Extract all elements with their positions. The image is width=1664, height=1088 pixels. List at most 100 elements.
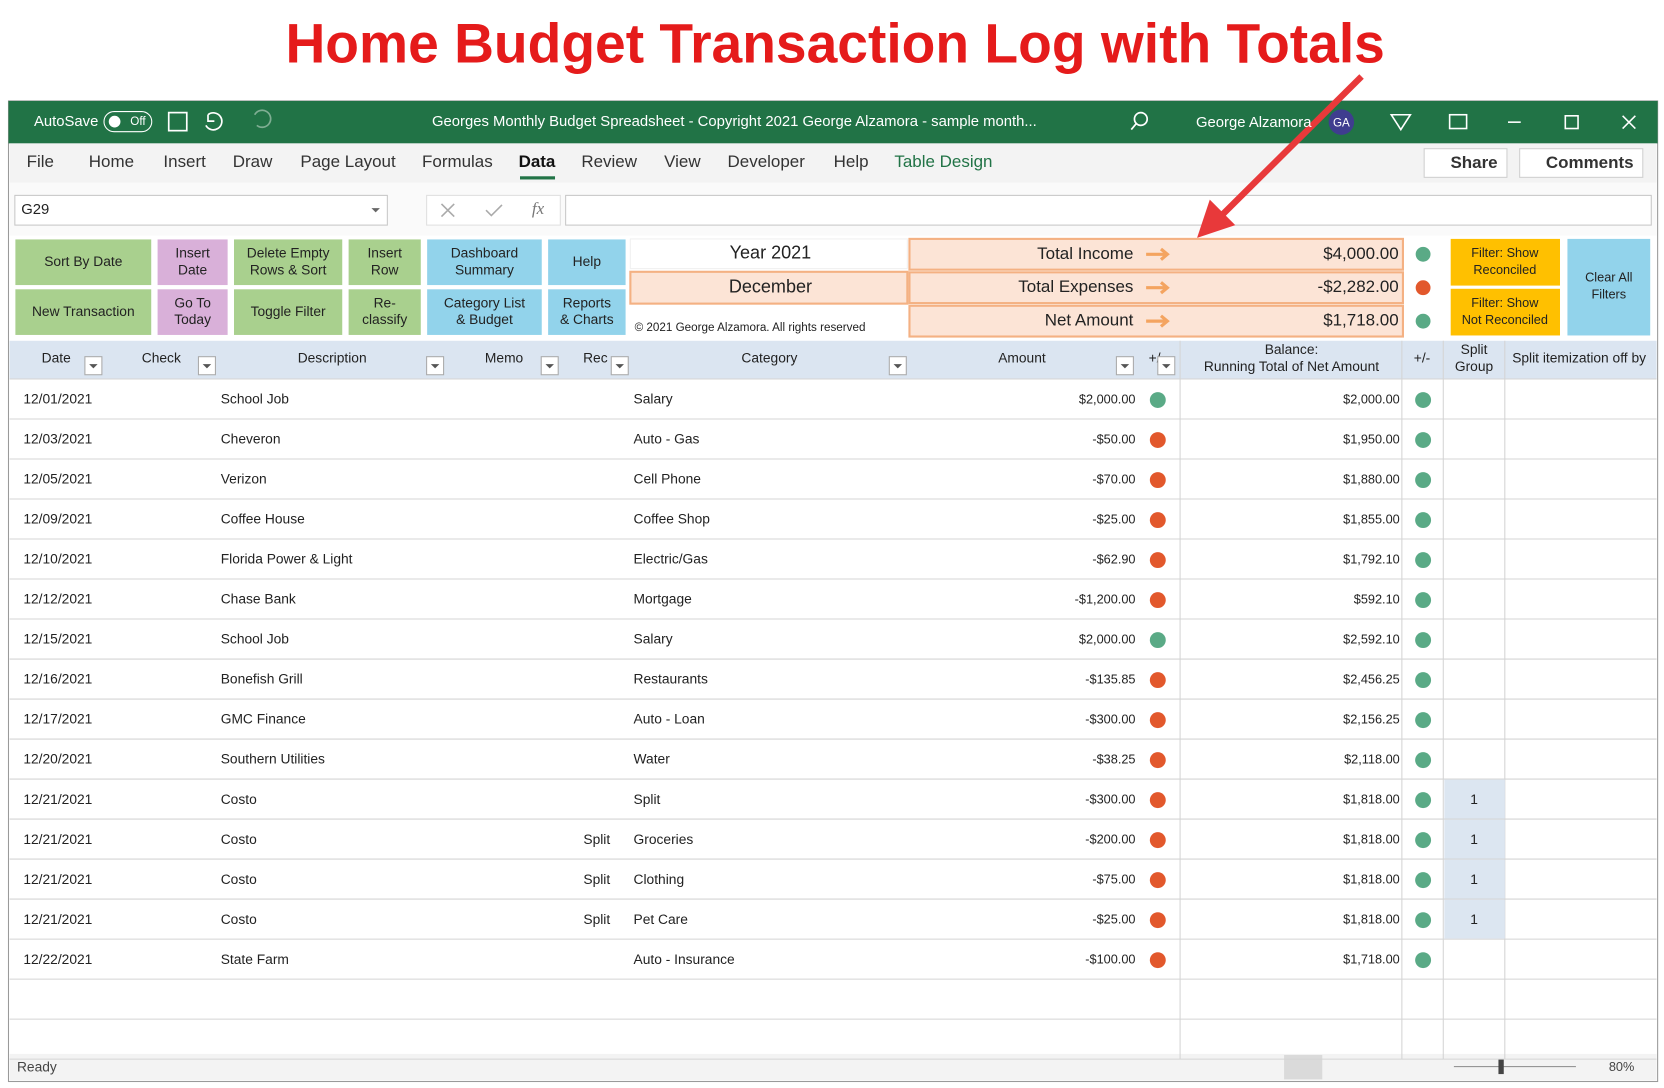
category: Salary	[634, 392, 673, 407]
ribbon-tab[interactable]: Page Layout	[300, 152, 396, 171]
amount-dot	[1149, 672, 1166, 689]
amount-dot	[1149, 832, 1166, 849]
enter-icon[interactable]	[485, 204, 503, 217]
ribbon-display-icon[interactable]	[1448, 113, 1468, 130]
filter-button[interactable]	[1450, 238, 1560, 286]
dropdown-arrow	[89, 364, 98, 369]
description: School Job	[221, 392, 290, 407]
button-label: Toggle Filter	[251, 304, 326, 319]
column-header: Memo	[485, 350, 524, 365]
balance: $1,880.00	[1343, 471, 1400, 486]
macro-button[interactable]	[347, 288, 422, 337]
macro-button[interactable]	[347, 238, 422, 287]
macro-button[interactable]	[547, 288, 627, 337]
column-header: Amount	[998, 350, 1046, 365]
macro-button[interactable]	[14, 288, 153, 337]
formula-input[interactable]	[565, 194, 1652, 226]
amount: $2,000.00	[1079, 391, 1136, 406]
balance-dot	[1415, 872, 1432, 889]
total-value: -$2,282.00	[1318, 277, 1399, 296]
undo-icon[interactable]	[205, 112, 223, 131]
ribbon-tab[interactable]: Insert	[163, 152, 206, 171]
autosave-label: AutoSave	[34, 114, 98, 130]
save-icon[interactable]	[167, 111, 188, 132]
redo-icon	[253, 109, 272, 129]
period-box	[629, 238, 908, 270]
macro-button[interactable]	[14, 238, 153, 287]
date: 12/03/2021	[23, 432, 92, 447]
memo: Split	[583, 872, 610, 887]
clear-filters-button[interactable]	[1567, 238, 1651, 336]
maximize[interactable]	[1564, 115, 1579, 130]
ribbon-tab[interactable]: Formulas	[422, 152, 493, 171]
table-header	[9, 340, 1657, 379]
premium-icon[interactable]	[1389, 113, 1412, 132]
ribbon-tab[interactable]: File	[27, 152, 54, 171]
autosave-toggle[interactable]	[103, 111, 153, 133]
category: Clothing	[634, 872, 685, 887]
total-label: Total Expenses	[1018, 277, 1133, 296]
date: 12/16/2021	[23, 672, 92, 687]
category: Cell Phone	[634, 472, 702, 487]
description: School Job	[221, 632, 290, 647]
column-header: +/-	[1414, 350, 1430, 365]
date: 12/21/2021	[23, 792, 92, 807]
dropdown-arrow	[1162, 364, 1171, 369]
category: Pet Care	[634, 912, 689, 927]
amount: -$135.85	[1085, 671, 1135, 686]
macro-button[interactable]	[232, 288, 344, 337]
orange-arrow	[1146, 314, 1170, 328]
split-group: 1	[1470, 832, 1478, 847]
zoom-thumb[interactable]	[1498, 1059, 1504, 1075]
category: Split	[634, 792, 661, 807]
fx-icon: fx	[532, 199, 545, 218]
macro-button[interactable]	[547, 238, 627, 287]
macro-button[interactable]	[156, 238, 229, 287]
ribbon-tab[interactable]: Data	[519, 152, 556, 171]
macro-button[interactable]	[156, 288, 229, 337]
amount: -$70.00	[1092, 471, 1135, 486]
amount: -$300.00	[1085, 791, 1135, 806]
ribbon-tab[interactable]: Home	[89, 152, 134, 171]
amount-dot	[1149, 592, 1166, 609]
status-ready: Ready	[17, 1059, 57, 1074]
column-header: Split	[1461, 342, 1488, 357]
clear-filters-label: Clear All	[1585, 270, 1632, 285]
annotation-arrow	[1218, 74, 1364, 219]
amount: -$50.00	[1092, 431, 1135, 446]
button-label: Insert	[175, 245, 210, 260]
balance: $2,000.00	[1343, 391, 1400, 406]
avatar[interactable]	[1328, 109, 1355, 135]
balance: $2,456.25	[1343, 671, 1400, 686]
dropdown-arrow	[615, 364, 624, 369]
column-header: Category	[741, 350, 797, 365]
category: Auto - Gas	[634, 432, 700, 447]
amount: -$300.00	[1085, 711, 1135, 726]
filter-button[interactable]	[1450, 288, 1560, 336]
ribbon-tab[interactable]: Draw	[233, 152, 273, 171]
name-box[interactable]	[14, 194, 388, 226]
button-label: Summary	[455, 262, 514, 277]
macro-button[interactable]	[426, 238, 543, 287]
search-icon[interactable]	[1133, 111, 1149, 127]
close[interactable]	[1622, 115, 1636, 130]
macro-button[interactable]	[232, 238, 344, 287]
split-group: 1	[1470, 792, 1478, 807]
balance-dot	[1415, 952, 1432, 969]
macro-button[interactable]	[426, 288, 543, 337]
share-button[interactable]	[1423, 148, 1508, 178]
button-label: Category List	[444, 295, 525, 310]
category: Coffee Shop	[634, 512, 711, 527]
comments-button[interactable]	[1519, 148, 1644, 178]
memo: Split	[583, 832, 610, 847]
balance-dot	[1415, 592, 1432, 609]
ribbon-tab[interactable]: Review	[581, 152, 637, 171]
ribbon-tab[interactable]: Help	[834, 152, 869, 171]
annotation-arrowhead	[1197, 199, 1236, 238]
ribbon-tab[interactable]: View	[664, 152, 701, 171]
ribbon-tab[interactable]: Table Design	[894, 152, 992, 171]
amount: -$25.00	[1092, 511, 1135, 526]
cancel-icon[interactable]	[440, 203, 455, 218]
ribbon-tab[interactable]: Developer	[728, 152, 806, 171]
